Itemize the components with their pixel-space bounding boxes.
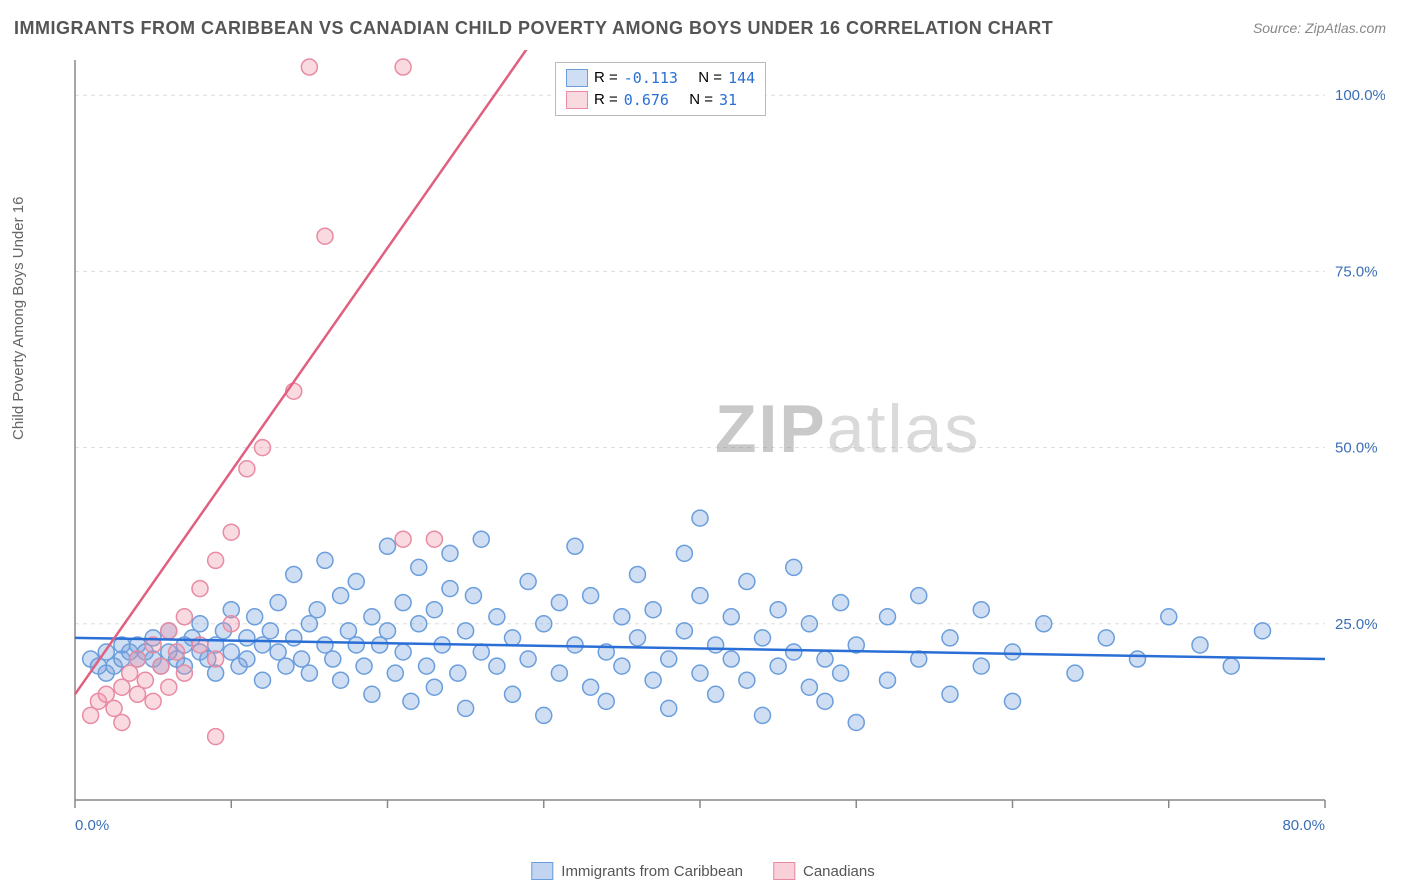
stats-legend-row: R = -0.113 N = 144 [566, 67, 755, 89]
bottom-legend: Immigrants from Caribbean Canadians [531, 862, 874, 880]
svg-text:75.0%: 75.0% [1335, 263, 1378, 280]
svg-text:25.0%: 25.0% [1335, 616, 1378, 633]
legend-label: Canadians [803, 863, 875, 880]
r-label: R = [594, 67, 618, 89]
n-value-0: 144 [728, 67, 755, 89]
source-attribution: Source: ZipAtlas.com [1253, 20, 1386, 36]
legend-item: Immigrants from Caribbean [531, 862, 743, 880]
svg-text:100.0%: 100.0% [1335, 87, 1385, 104]
r-value-1: 0.676 [624, 89, 669, 111]
chart-area: 25.0%50.0%75.0%100.0%0.0%80.0% ZIPatlas … [55, 50, 1385, 840]
legend-swatch-blue [566, 69, 588, 87]
n-value-1: 31 [719, 89, 737, 111]
svg-text:50.0%: 50.0% [1335, 440, 1378, 457]
chart-title: IMMIGRANTS FROM CARIBBEAN VS CANADIAN CH… [14, 18, 1053, 39]
r-value-0: -0.113 [624, 67, 678, 89]
n-label: N = [698, 67, 722, 89]
legend-label: Immigrants from Caribbean [561, 863, 743, 880]
legend-swatch-pink [566, 91, 588, 109]
svg-text:80.0%: 80.0% [1282, 817, 1325, 834]
legend-swatch [773, 862, 795, 880]
scatter-chart: 25.0% 50.0% 75.0% 100.0% 0.0% 80.0% [55, 50, 1385, 840]
stats-legend: R = -0.113 N = 144 R = 0.676 N = 31 [555, 62, 766, 116]
legend-swatch [531, 862, 553, 880]
n-label: N = [689, 89, 713, 111]
r-label: R = [594, 89, 618, 111]
stats-legend-row: R = 0.676 N = 31 [566, 89, 755, 111]
svg-text:0.0%: 0.0% [75, 817, 109, 834]
legend-item: Canadians [773, 862, 875, 880]
y-axis-label: Child Poverty Among Boys Under 16 [10, 197, 27, 440]
